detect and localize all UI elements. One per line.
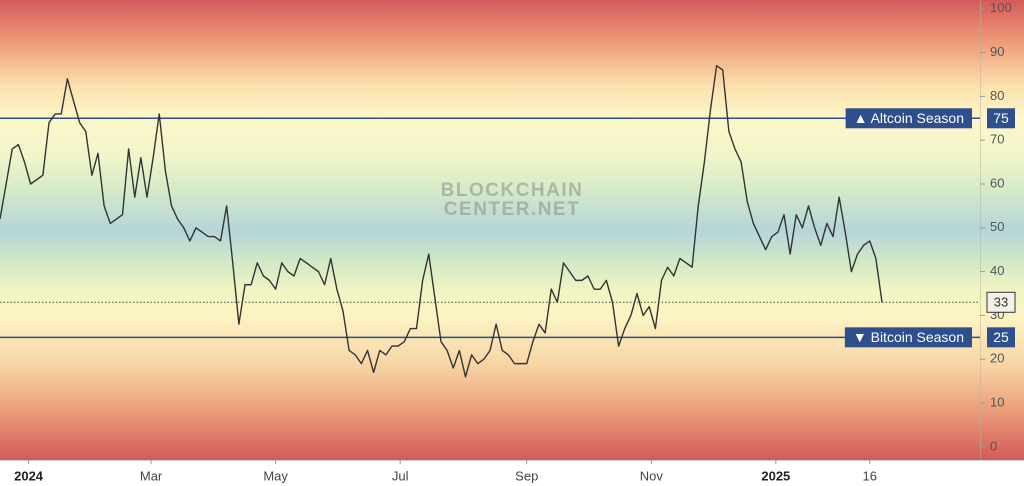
reference-value-box: [987, 108, 1015, 129]
reference-label: ▲ Altcoin Season: [845, 108, 972, 129]
x-tick-label: Jul: [392, 468, 409, 483]
y-tick-label: 60: [990, 175, 1004, 190]
reference-value-label: 75: [993, 110, 1009, 126]
y-tick-label: 20: [990, 351, 1004, 366]
reference-label-box: [845, 108, 972, 129]
y-tick-label: 100: [990, 0, 1012, 15]
y-tick-label: 10: [990, 394, 1004, 409]
reference-value-box: [987, 327, 1015, 348]
reference-label-text: ▲ Altcoin Season: [854, 110, 964, 126]
y-tick-label: 40: [990, 263, 1004, 278]
last-value-label: 33: [994, 295, 1008, 310]
x-tick-label: Nov: [640, 468, 664, 483]
x-tick-label: Sep: [515, 468, 538, 483]
x-tick-label: May: [263, 468, 288, 483]
x-tick-label: 2025: [761, 468, 790, 483]
reference-label-box: [844, 327, 972, 348]
y-tick-label: 70: [990, 132, 1004, 147]
x-tick-label: 16: [863, 468, 877, 483]
reference-value-label: 25: [993, 329, 1009, 345]
x-tick-label: 2024: [14, 468, 44, 483]
reference-label-text: ▼ Bitcoin Season: [853, 329, 964, 345]
y-tick-label: 50: [990, 219, 1004, 234]
y-tick-label: 0: [990, 438, 997, 453]
y-tick-label: 90: [990, 44, 1004, 59]
series-line: [0, 65, 883, 378]
background-gradient: [0, 0, 1024, 460]
reference-label: ▼ Bitcoin Season: [844, 327, 972, 348]
watermark: CENTER.NET: [444, 199, 580, 220]
watermark: BLOCKCHAIN: [441, 180, 584, 201]
x-tick-label: Mar: [140, 468, 163, 483]
y-tick-label: 80: [990, 88, 1004, 103]
last-value-box: [986, 291, 1016, 313]
